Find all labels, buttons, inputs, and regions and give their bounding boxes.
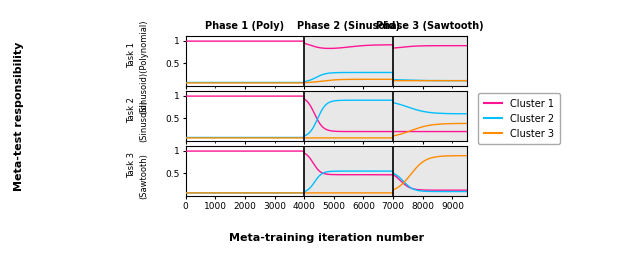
Text: Phase 1 (Poly): Phase 1 (Poly) [205,21,284,31]
Text: Task 1: Task 1 [127,42,136,68]
Bar [304,36,467,86]
Text: Meta-training iteration number: Meta-training iteration number [229,232,424,243]
Text: (Sinusoid): (Sinusoid) [140,100,148,142]
Legend: Cluster 1, Cluster 2, Cluster 3: Cluster 1, Cluster 2, Cluster 3 [479,93,559,144]
Text: (Sinusoid)(Polynomial): (Sinusoid)(Polynomial) [140,19,148,114]
Bar [186,91,304,141]
Bar [304,146,467,196]
Text: Task 3: Task 3 [127,152,136,178]
Bar [304,91,467,141]
Text: (Sawtooth): (Sawtooth) [140,153,148,199]
Bar [186,146,304,196]
Text: Meta-test responsibility: Meta-test responsibility [14,42,24,191]
Text: Task 2: Task 2 [127,97,136,123]
Bar [186,36,304,86]
Text: Phase 2 (Sinusoid): Phase 2 (Sinusoid) [297,21,400,31]
Text: Phase 3 (Sawtooth): Phase 3 (Sawtooth) [376,21,484,31]
